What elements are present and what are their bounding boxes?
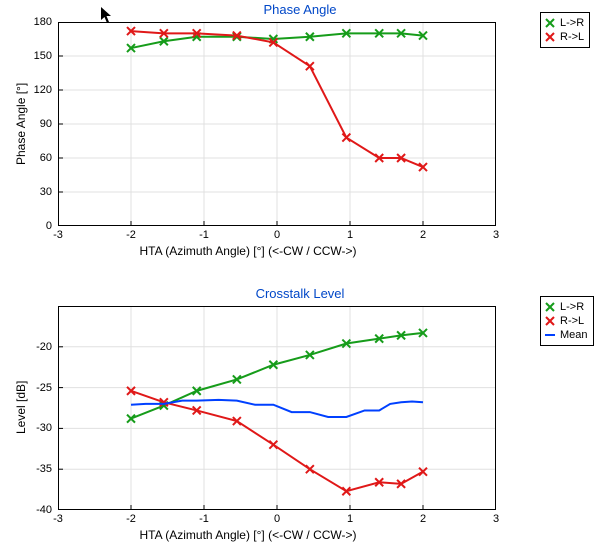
xtick-label: 3 [493,229,499,241]
x-marker-icon [544,315,556,327]
phase-angle-plot [58,22,496,226]
phase-angle-title: Phase Angle [0,2,600,17]
legend-item-lr: L->R [544,300,588,314]
xtick-label: 1 [347,229,353,241]
legend-label: L->R [560,300,584,314]
x-marker-icon [544,17,556,29]
ytick-label: 30 [24,186,52,198]
legend-item-rl: R->L [544,30,584,44]
xtick-label: 1 [347,513,353,525]
legend-item-rl: R->L [544,314,588,328]
crosstalk-title: Crosstalk Level [0,286,600,301]
ytick-label: 150 [24,50,52,62]
crosstalk-legend: L->R R->L Mean [540,296,594,346]
line-marker-icon [544,329,556,341]
legend-label: R->L [560,30,584,44]
ytick-label: 0 [24,220,52,232]
ytick-label: 60 [24,152,52,164]
phase-angle-panel: Phase Angle Phase Angle [°] HTA (Azimuth… [0,0,600,270]
xtick-label: -3 [53,513,63,525]
ytick-label: -20 [24,341,52,353]
legend-label: L->R [560,16,584,30]
xtick-label: -1 [199,229,209,241]
xtick-label: -3 [53,229,63,241]
x-marker-icon [544,31,556,43]
crosstalk-plot [58,306,496,510]
crosstalk-panel: Crosstalk Level Level [dB] HTA (Azimuth … [0,284,600,542]
xtick-label: -2 [126,229,136,241]
ytick-label: 180 [24,16,52,28]
xtick-label: 0 [274,229,280,241]
phase-angle-legend: L->R R->L [540,12,590,48]
ytick-label: -30 [24,422,52,434]
xtick-label: 2 [420,513,426,525]
ytick-label: -40 [24,504,52,516]
xtick-label: -2 [126,513,136,525]
xtick-label: 3 [493,513,499,525]
ytick-label: 90 [24,118,52,130]
phase-angle-xlabel: HTA (Azimuth Angle) [°] (<-CW / CCW->) [0,244,496,258]
legend-item-mean: Mean [544,328,588,342]
legend-label: R->L [560,314,584,328]
legend-item-lr: L->R [544,16,584,30]
legend-label: Mean [560,328,588,342]
figure: { "cursor": { "present": true }, "geomet… [0,0,600,542]
xtick-label: 0 [274,513,280,525]
x-marker-icon [544,301,556,313]
crosstalk-xlabel: HTA (Azimuth Angle) [°] (<-CW / CCW->) [0,528,496,542]
ytick-label: -35 [24,463,52,475]
ytick-label: -25 [24,382,52,394]
xtick-label: -1 [199,513,209,525]
ytick-label: 120 [24,84,52,96]
xtick-label: 2 [420,229,426,241]
